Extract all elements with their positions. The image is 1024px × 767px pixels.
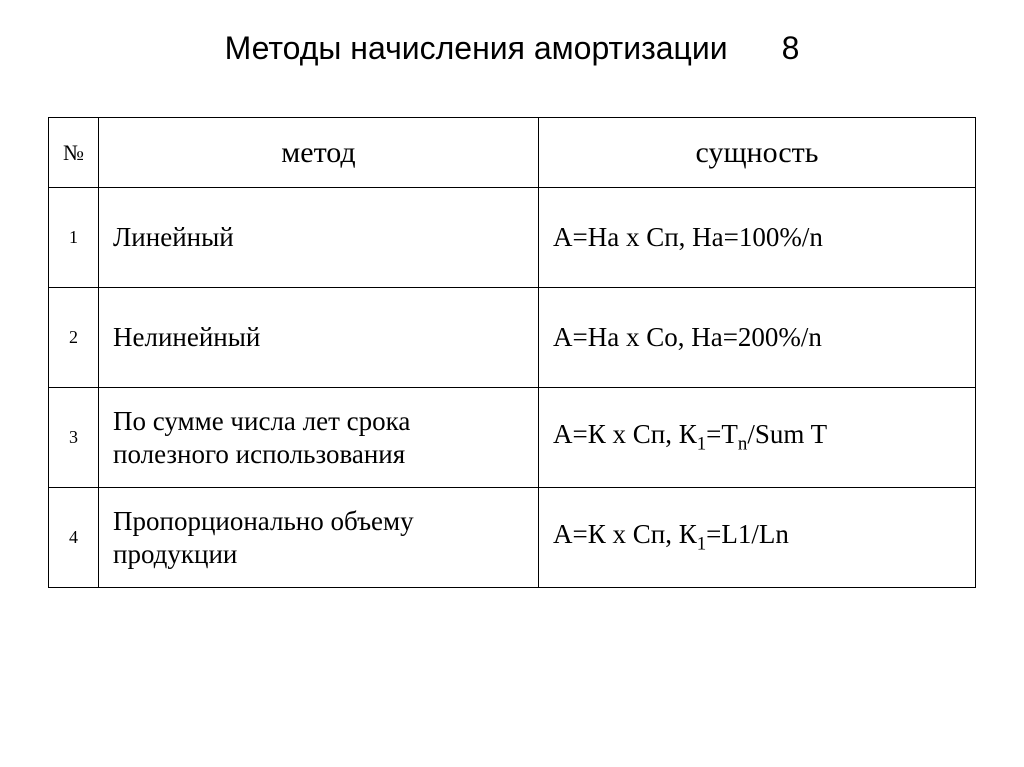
cell-essence: А=К х Сп, К1=Тn/Sum T [539, 388, 976, 488]
cell-number: 4 [49, 488, 99, 588]
header-method: метод [99, 118, 539, 188]
cell-method: Пропорционально объему продукции [99, 488, 539, 588]
table-row: 1 Линейный А=На х Сп, На=100%/n [49, 188, 976, 288]
table-row: 4 Пропорционально объему продукции А=К х… [49, 488, 976, 588]
cell-number: 1 [49, 188, 99, 288]
cell-method: Линейный [99, 188, 539, 288]
header-number: № [49, 118, 99, 188]
slide-number: 8 [782, 30, 800, 67]
cell-method: По сумме числа лет срока полезного испол… [99, 388, 539, 488]
header-essence: сущность [539, 118, 976, 188]
title-row: Методы начисления амортизации 8 [0, 30, 1024, 67]
table-container: № метод сущность 1 Линейный А=На х Сп, Н… [0, 117, 1024, 588]
amortization-table: № метод сущность 1 Линейный А=На х Сп, Н… [48, 117, 976, 588]
cell-essence: А=На х Сп, На=100%/n [539, 188, 976, 288]
table-row: 2 Нелинейный А=На х Со, На=200%/n [49, 288, 976, 388]
cell-essence: А=К х Сп, К1=L1/Ln [539, 488, 976, 588]
cell-essence: А=На х Со, На=200%/n [539, 288, 976, 388]
table-header-row: № метод сущность [49, 118, 976, 188]
cell-number: 3 [49, 388, 99, 488]
cell-number: 2 [49, 288, 99, 388]
cell-method: Нелинейный [99, 288, 539, 388]
table-row: 3 По сумме числа лет срока полезного исп… [49, 388, 976, 488]
page-title: Методы начисления амортизации [225, 30, 728, 67]
